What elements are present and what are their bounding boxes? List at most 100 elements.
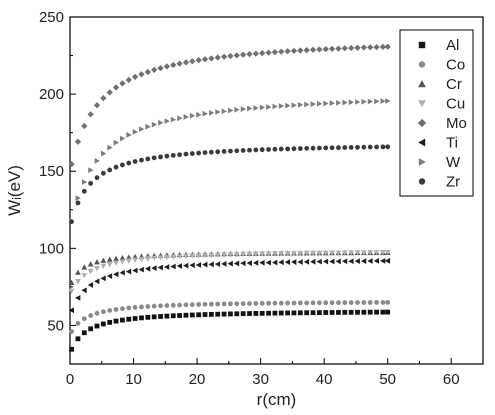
- data-point: [316, 100, 323, 107]
- data-point: [120, 317, 125, 323]
- data-point: [75, 294, 81, 301]
- data-point: [247, 301, 252, 306]
- data-point: [266, 104, 272, 110]
- data-point: [374, 300, 379, 305]
- data-point: [234, 148, 240, 154]
- data-point: [81, 179, 88, 185]
- data-point: [189, 262, 195, 269]
- data-point: [138, 71, 145, 78]
- data-point: [119, 269, 125, 276]
- data-point: [113, 271, 119, 278]
- data-point: [214, 261, 221, 267]
- data-point: [195, 57, 202, 64]
- legend-marker: [418, 178, 426, 185]
- data-point: [75, 279, 81, 285]
- data-point: [208, 301, 214, 307]
- data-point: [88, 180, 94, 186]
- data-point: [69, 329, 74, 335]
- legend-label: Mo: [446, 115, 467, 132]
- data-point: [100, 257, 107, 263]
- data-point: [81, 316, 87, 322]
- data-point: [107, 144, 113, 151]
- data-point: [75, 269, 81, 275]
- data-point: [303, 47, 310, 54]
- data-point: [113, 139, 119, 146]
- data-point: [310, 250, 316, 257]
- legend-label: Zr: [446, 174, 460, 191]
- data-point: [100, 170, 106, 176]
- data-point: [81, 273, 88, 279]
- data-point: [323, 100, 329, 107]
- data-point: [240, 106, 247, 113]
- data-point: [361, 300, 367, 305]
- data-point: [68, 279, 75, 285]
- data-point: [228, 107, 234, 114]
- data-point: [367, 309, 373, 315]
- legend-marker: [418, 100, 426, 108]
- data-point: [202, 301, 208, 307]
- data-point: [329, 300, 335, 306]
- data-point: [335, 258, 341, 265]
- data-point: [265, 259, 271, 266]
- data-point: [228, 301, 233, 307]
- data-point: [290, 47, 298, 54]
- data-point: [158, 314, 163, 319]
- data-point: [88, 167, 94, 173]
- legend-marker: [418, 80, 426, 88]
- data-point: [335, 45, 342, 52]
- data-point: [252, 260, 259, 266]
- data-point: [170, 313, 176, 319]
- data-point: [81, 264, 88, 270]
- data-point: [120, 135, 126, 142]
- data-point: [291, 146, 297, 152]
- data-point: [291, 102, 297, 109]
- series-al: [69, 309, 391, 352]
- data-point: [138, 256, 145, 263]
- legend-label: W: [446, 154, 461, 171]
- data-point: [271, 49, 279, 56]
- data-point: [380, 98, 386, 104]
- legend-box: [399, 29, 474, 197]
- data-point: [221, 301, 227, 307]
- data-point: [266, 300, 271, 306]
- data-point: [310, 145, 316, 151]
- x-tick-label: 0: [66, 371, 74, 388]
- data-point: [384, 250, 391, 256]
- x-tick-label: 60: [443, 371, 460, 388]
- data-point: [81, 188, 87, 194]
- x-tick-label: 30: [252, 371, 269, 388]
- data-point: [170, 254, 177, 260]
- data-point: [266, 147, 271, 152]
- data-point: [145, 156, 151, 162]
- data-point: [303, 250, 310, 257]
- data-point: [266, 310, 271, 316]
- data-point: [69, 219, 74, 225]
- data-point: [189, 112, 196, 119]
- data-point: [310, 258, 316, 265]
- data-point: [189, 302, 195, 308]
- data-point: [361, 309, 367, 315]
- data-point: [297, 101, 304, 108]
- data-point: [183, 114, 189, 120]
- data-point: [354, 258, 360, 265]
- data-point: [157, 255, 164, 261]
- data-point: [94, 259, 100, 265]
- data-point: [336, 310, 341, 315]
- data-point: [341, 258, 348, 265]
- data-point: [177, 115, 183, 122]
- data-point: [132, 128, 139, 135]
- data-point: [132, 267, 138, 274]
- data-point: [291, 259, 297, 265]
- data-point: [367, 300, 373, 305]
- data-point: [246, 51, 253, 58]
- series-co: [69, 299, 391, 335]
- data-point: [157, 64, 164, 72]
- data-point: [170, 61, 177, 69]
- data-point: [341, 250, 348, 256]
- data-point: [119, 259, 126, 265]
- data-point: [253, 301, 259, 306]
- data-point: [240, 251, 247, 258]
- data-point: [329, 258, 335, 265]
- data-point: [132, 159, 138, 164]
